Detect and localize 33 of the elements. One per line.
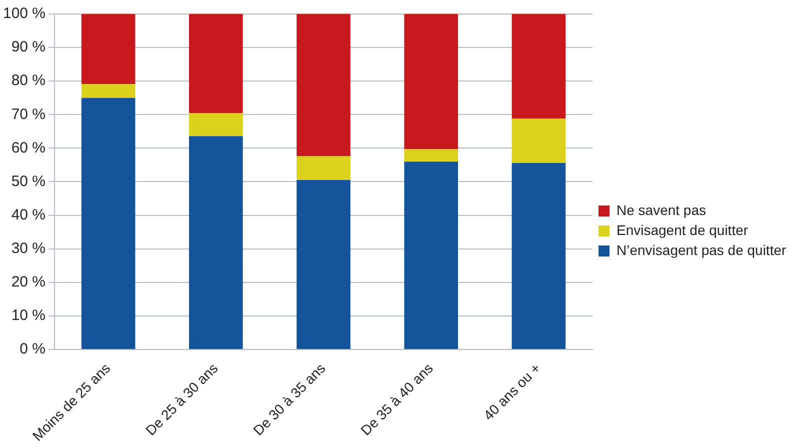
bar [296,156,350,180]
bar [404,14,458,150]
y-tick-label: 0 % [20,340,46,358]
bar [404,162,458,349]
y-tick-label: 50 % [11,172,46,190]
y-tick-label: 100 % [2,5,46,22]
bar [512,162,566,349]
bar [189,14,243,114]
legend-label: Ne savent pas [616,202,706,218]
bar [404,149,458,162]
y-tick-label: 30 % [11,240,46,257]
y-tick-label: 40 % [11,206,46,224]
x-tick-label: De 35 à 40 ans [357,360,436,438]
bar [81,14,136,84]
y-tick-label: 60 % [11,139,46,156]
legend-label: Envisagent de quitter [616,222,748,238]
bar [512,118,566,163]
y-tick-label: 80 % [11,72,46,90]
bar [81,84,136,98]
y-tick-label: 70 % [11,106,46,123]
bar [296,180,350,349]
bar [81,98,136,349]
y-tick-label: 90 % [11,38,46,56]
y-tick-label: 20 % [11,274,46,291]
x-tick-label: De 30 à 35 ans [250,360,328,438]
bar [512,14,566,119]
bar [189,113,243,136]
bar [296,14,350,156]
x-tick-label: De 25 à 30 ans [142,360,221,438]
legend-label: N’envisagent pas de quitter [616,242,786,258]
y-tick-label: 10 % [11,307,46,324]
x-tick-label: 40 ans ou + [480,360,544,424]
bar [189,136,243,349]
